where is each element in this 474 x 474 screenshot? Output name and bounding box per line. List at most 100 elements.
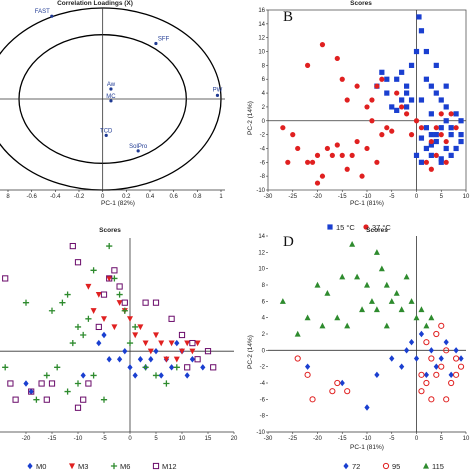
panel-a: Correlation Loadings (X) 8 -0.6 -0.4 -0.2 0 0… — [0, 0, 225, 207]
data-point-72 — [418, 330, 425, 338]
data-point-m12 — [69, 242, 76, 250]
data-point-15c — [433, 132, 439, 138]
data-point-115 — [354, 273, 361, 280]
loading-label: PW — [213, 87, 223, 93]
data-point-m12 — [100, 291, 108, 298]
loading-label: MC — [106, 94, 116, 100]
data-point-15c — [384, 90, 390, 96]
x-tick-label: -5 — [389, 194, 395, 200]
data-point-95 — [428, 396, 435, 403]
data-point-115 — [368, 298, 375, 304]
data-point-72 — [408, 338, 415, 346]
data-point-72 — [389, 355, 395, 362]
data-point-m0 — [148, 356, 154, 363]
legend-label: M3 — [78, 462, 88, 471]
data-point-m12 — [80, 396, 87, 403]
data-point-15c — [433, 62, 439, 68]
x-tick-label: -20 — [22, 436, 31, 442]
data-point-37c — [418, 125, 425, 131]
data-point-m6 — [116, 291, 123, 298]
data-point-m6 — [43, 372, 50, 379]
data-point-115 — [373, 249, 380, 255]
loading-label: SFF — [158, 36, 170, 42]
x-tick-label: -30 — [264, 436, 273, 442]
data-point-37c — [314, 152, 321, 158]
panel-d: Scores D -30 -25 -20 -15 -10 -5 0 5 10-10-8-6-4-… — [247, 227, 470, 471]
data-point-37c — [428, 138, 434, 145]
data-point-95 — [457, 363, 465, 370]
data-point-15c — [428, 111, 434, 117]
data-point-115 — [413, 314, 420, 321]
data-point-37c — [428, 166, 434, 172]
data-point-m6 — [111, 275, 118, 282]
data-point-115 — [339, 273, 346, 280]
data-point-72 — [448, 371, 454, 379]
data-point-15c — [423, 76, 429, 82]
data-point-m12 — [168, 315, 175, 322]
data-point-115 — [359, 306, 366, 313]
data-point-m12 — [184, 364, 191, 371]
x-tick-label: -5 — [389, 436, 395, 442]
x-tick-label: 1 — [219, 194, 223, 200]
loading-point — [109, 99, 113, 103]
data-point-37c — [319, 173, 326, 179]
data-point-95 — [418, 371, 425, 378]
data-point-m0 — [80, 372, 86, 379]
legend-marker — [382, 462, 390, 470]
data-point-115 — [418, 306, 425, 313]
data-point-115 — [324, 289, 331, 296]
data-point-m12 — [111, 267, 118, 274]
data-point-m12 — [178, 331, 186, 339]
y-tick-label: 0 — [262, 348, 266, 354]
panel-c-legend: M0 M3 M6 M12 — [27, 462, 177, 471]
x-tick-label: 0 — [101, 194, 105, 200]
y-tick-label: 10 — [258, 50, 265, 56]
data-point-72 — [458, 355, 464, 362]
data-point-37c — [374, 159, 380, 165]
data-point-95 — [344, 388, 351, 395]
data-point-37c — [399, 104, 405, 110]
data-point-m3 — [132, 332, 139, 339]
data-point-m3 — [163, 356, 170, 363]
x-tick-label: -0.6 — [26, 194, 37, 200]
legend-marker — [69, 463, 75, 470]
data-point-15c — [428, 152, 434, 158]
legend-label: 72 — [352, 462, 360, 471]
data-point-72 — [305, 363, 311, 370]
data-point-37c — [408, 132, 415, 138]
data-point-115 — [314, 281, 321, 288]
x-tick-label: 8 — [6, 194, 10, 200]
panel-a-xlabel: PC-1 (82%) — [101, 200, 135, 207]
data-point-72 — [443, 338, 449, 346]
data-point-15c — [394, 107, 400, 113]
y-tick-label: -10 — [256, 188, 265, 194]
x-tick-label: 0 — [128, 436, 132, 442]
data-point-37c — [369, 97, 375, 103]
data-point-37c — [339, 152, 345, 158]
data-point-115 — [383, 322, 390, 329]
legend-marker — [110, 462, 118, 470]
data-point-m6 — [126, 339, 134, 347]
data-point-15c — [404, 90, 410, 96]
legend-label: M0 — [36, 462, 46, 471]
x-tick-label: 5 — [440, 194, 444, 200]
loading-point — [154, 41, 158, 46]
loading-point — [109, 87, 113, 91]
data-point-m0 — [28, 388, 34, 395]
data-point-m3 — [85, 283, 92, 290]
data-point-m0 — [169, 364, 175, 371]
x-tick-label: -25 — [288, 436, 297, 442]
data-point-37c — [433, 125, 439, 131]
data-point-37c — [344, 166, 350, 172]
data-point-m12 — [95, 323, 102, 331]
loading-point — [215, 93, 220, 97]
data-point-37c — [344, 97, 350, 103]
data-point-15c — [458, 118, 464, 124]
data-point-15c — [458, 132, 464, 138]
data-point-37c — [369, 118, 375, 124]
data-point-15c — [428, 132, 434, 138]
data-point-15c — [418, 135, 425, 141]
data-point-37c — [329, 152, 335, 158]
y-tick-label: 10 — [258, 267, 265, 273]
data-point-m6 — [22, 299, 30, 306]
